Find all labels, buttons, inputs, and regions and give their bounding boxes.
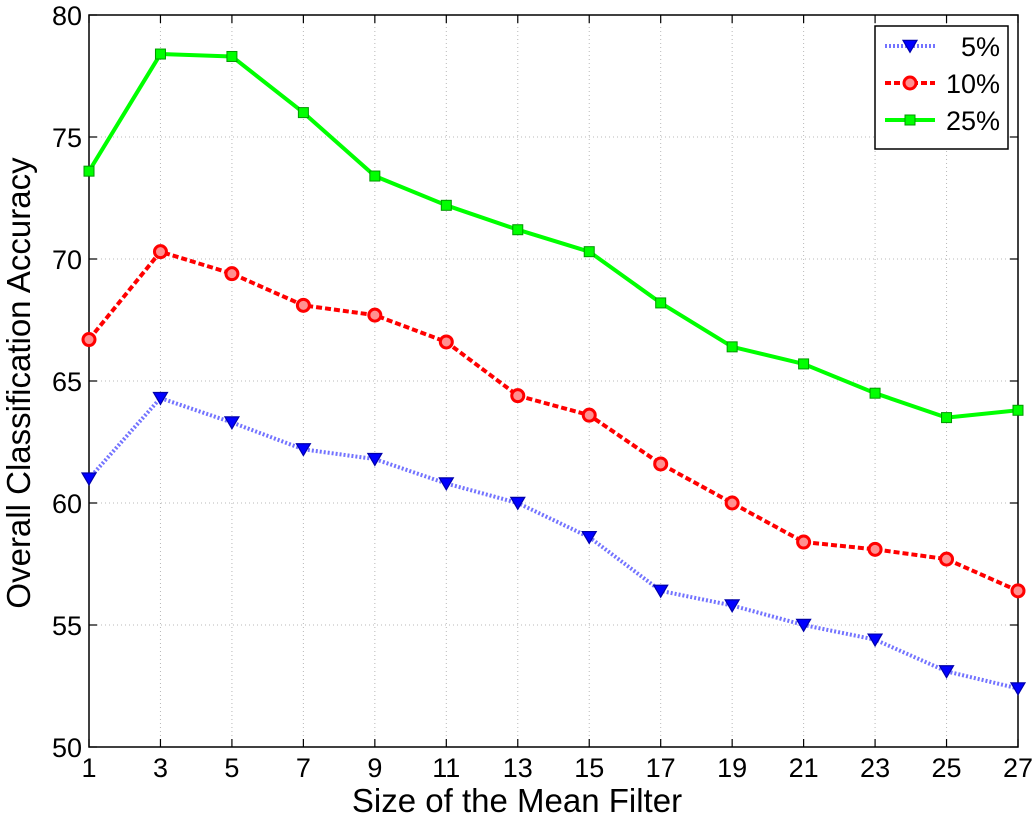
data-point bbox=[369, 170, 381, 182]
x-tick-label: 11 bbox=[432, 753, 460, 783]
data-point bbox=[652, 584, 669, 599]
x-tick-label: 23 bbox=[860, 753, 890, 783]
x-tick-label: 3 bbox=[153, 753, 168, 783]
legend-swatch-marker bbox=[901, 39, 919, 54]
data-point bbox=[81, 332, 97, 348]
data-point bbox=[509, 496, 526, 511]
y-tick-label: 50 bbox=[52, 733, 82, 763]
x-tick-label: 13 bbox=[503, 753, 533, 783]
x-tick-label: 25 bbox=[932, 753, 962, 783]
data-point bbox=[798, 358, 810, 370]
data-point bbox=[655, 297, 667, 309]
legend-swatch-marker bbox=[902, 75, 918, 91]
data-point bbox=[224, 266, 240, 282]
data-point bbox=[796, 534, 812, 550]
x-tick-label: 15 bbox=[574, 753, 604, 783]
y-tick-label: 65 bbox=[52, 367, 82, 397]
x-axis-title: Size of the Mean Filter bbox=[352, 782, 682, 819]
x-tick-label: 19 bbox=[717, 753, 747, 783]
data-point bbox=[581, 530, 598, 545]
data-point bbox=[869, 387, 881, 399]
data-point bbox=[726, 341, 738, 353]
legend-label: 10% bbox=[946, 69, 1000, 99]
data-point bbox=[1012, 404, 1024, 416]
legend-item: 25% bbox=[885, 106, 1000, 136]
x-tick-label: 5 bbox=[224, 753, 239, 783]
x-tick-label: 21 bbox=[789, 753, 819, 783]
legend-item: 10% bbox=[885, 69, 1000, 99]
data-point bbox=[223, 416, 240, 430]
y-tick-label: 60 bbox=[52, 489, 82, 519]
data-point bbox=[795, 618, 812, 633]
data-point bbox=[867, 633, 884, 648]
data-point bbox=[367, 307, 383, 323]
x-tick-label: 9 bbox=[367, 753, 382, 783]
data-point bbox=[295, 297, 311, 313]
x-tick-label: 27 bbox=[1003, 753, 1033, 783]
data-point bbox=[438, 334, 454, 350]
series-1 bbox=[80, 391, 1027, 696]
y-tick-label: 55 bbox=[52, 611, 82, 641]
data-point bbox=[1010, 583, 1026, 599]
y-tick-label: 70 bbox=[52, 245, 82, 275]
x-tick-label: 1 bbox=[81, 753, 96, 783]
x-tick-label: 7 bbox=[296, 753, 311, 783]
legend-label: 5% bbox=[961, 32, 1000, 62]
grid bbox=[89, 15, 1018, 747]
y-axis-title: Overall Classification Accuracy bbox=[0, 157, 37, 609]
data-point bbox=[653, 456, 669, 472]
data-point bbox=[366, 452, 383, 467]
x-axis: 1 3 5 7 9 11 13 15 17 19 21 23 25 27 bbox=[81, 15, 1033, 783]
data-point bbox=[80, 472, 98, 487]
legend-swatch-marker bbox=[904, 114, 916, 126]
y-tick-label: 80 bbox=[52, 1, 82, 31]
data-point bbox=[512, 224, 524, 236]
data-point bbox=[724, 495, 740, 511]
data-point bbox=[297, 107, 309, 119]
data-point bbox=[438, 477, 455, 491]
series-line bbox=[87, 249, 1019, 593]
data-point bbox=[510, 388, 526, 404]
data-point bbox=[440, 199, 452, 211]
data-point bbox=[226, 50, 238, 62]
x-tick-label: 17 bbox=[646, 753, 676, 783]
series-line bbox=[87, 52, 1019, 420]
data-point bbox=[1009, 682, 1027, 696]
data-point bbox=[938, 665, 955, 679]
y-tick-label: 75 bbox=[52, 123, 82, 153]
data-point bbox=[295, 443, 312, 457]
legend-label: 25% bbox=[946, 106, 1000, 136]
data-point bbox=[583, 246, 595, 258]
series-3 bbox=[83, 48, 1024, 424]
legend: 5% 10% 25% bbox=[874, 25, 1009, 150]
data-point bbox=[581, 407, 597, 423]
data-point bbox=[939, 551, 955, 567]
series-line bbox=[87, 396, 1019, 691]
series-2 bbox=[81, 244, 1026, 599]
y-axis: 50 55 60 65 70 75 80 bbox=[52, 1, 1018, 763]
data-point bbox=[152, 244, 168, 260]
data-point bbox=[941, 412, 953, 424]
data-point bbox=[867, 541, 883, 557]
data-point bbox=[154, 48, 166, 60]
data-point bbox=[152, 391, 169, 406]
legend-item: 5% bbox=[885, 32, 1000, 62]
data-point bbox=[724, 599, 741, 613]
series-layer bbox=[80, 48, 1027, 696]
data-point bbox=[83, 165, 95, 177]
